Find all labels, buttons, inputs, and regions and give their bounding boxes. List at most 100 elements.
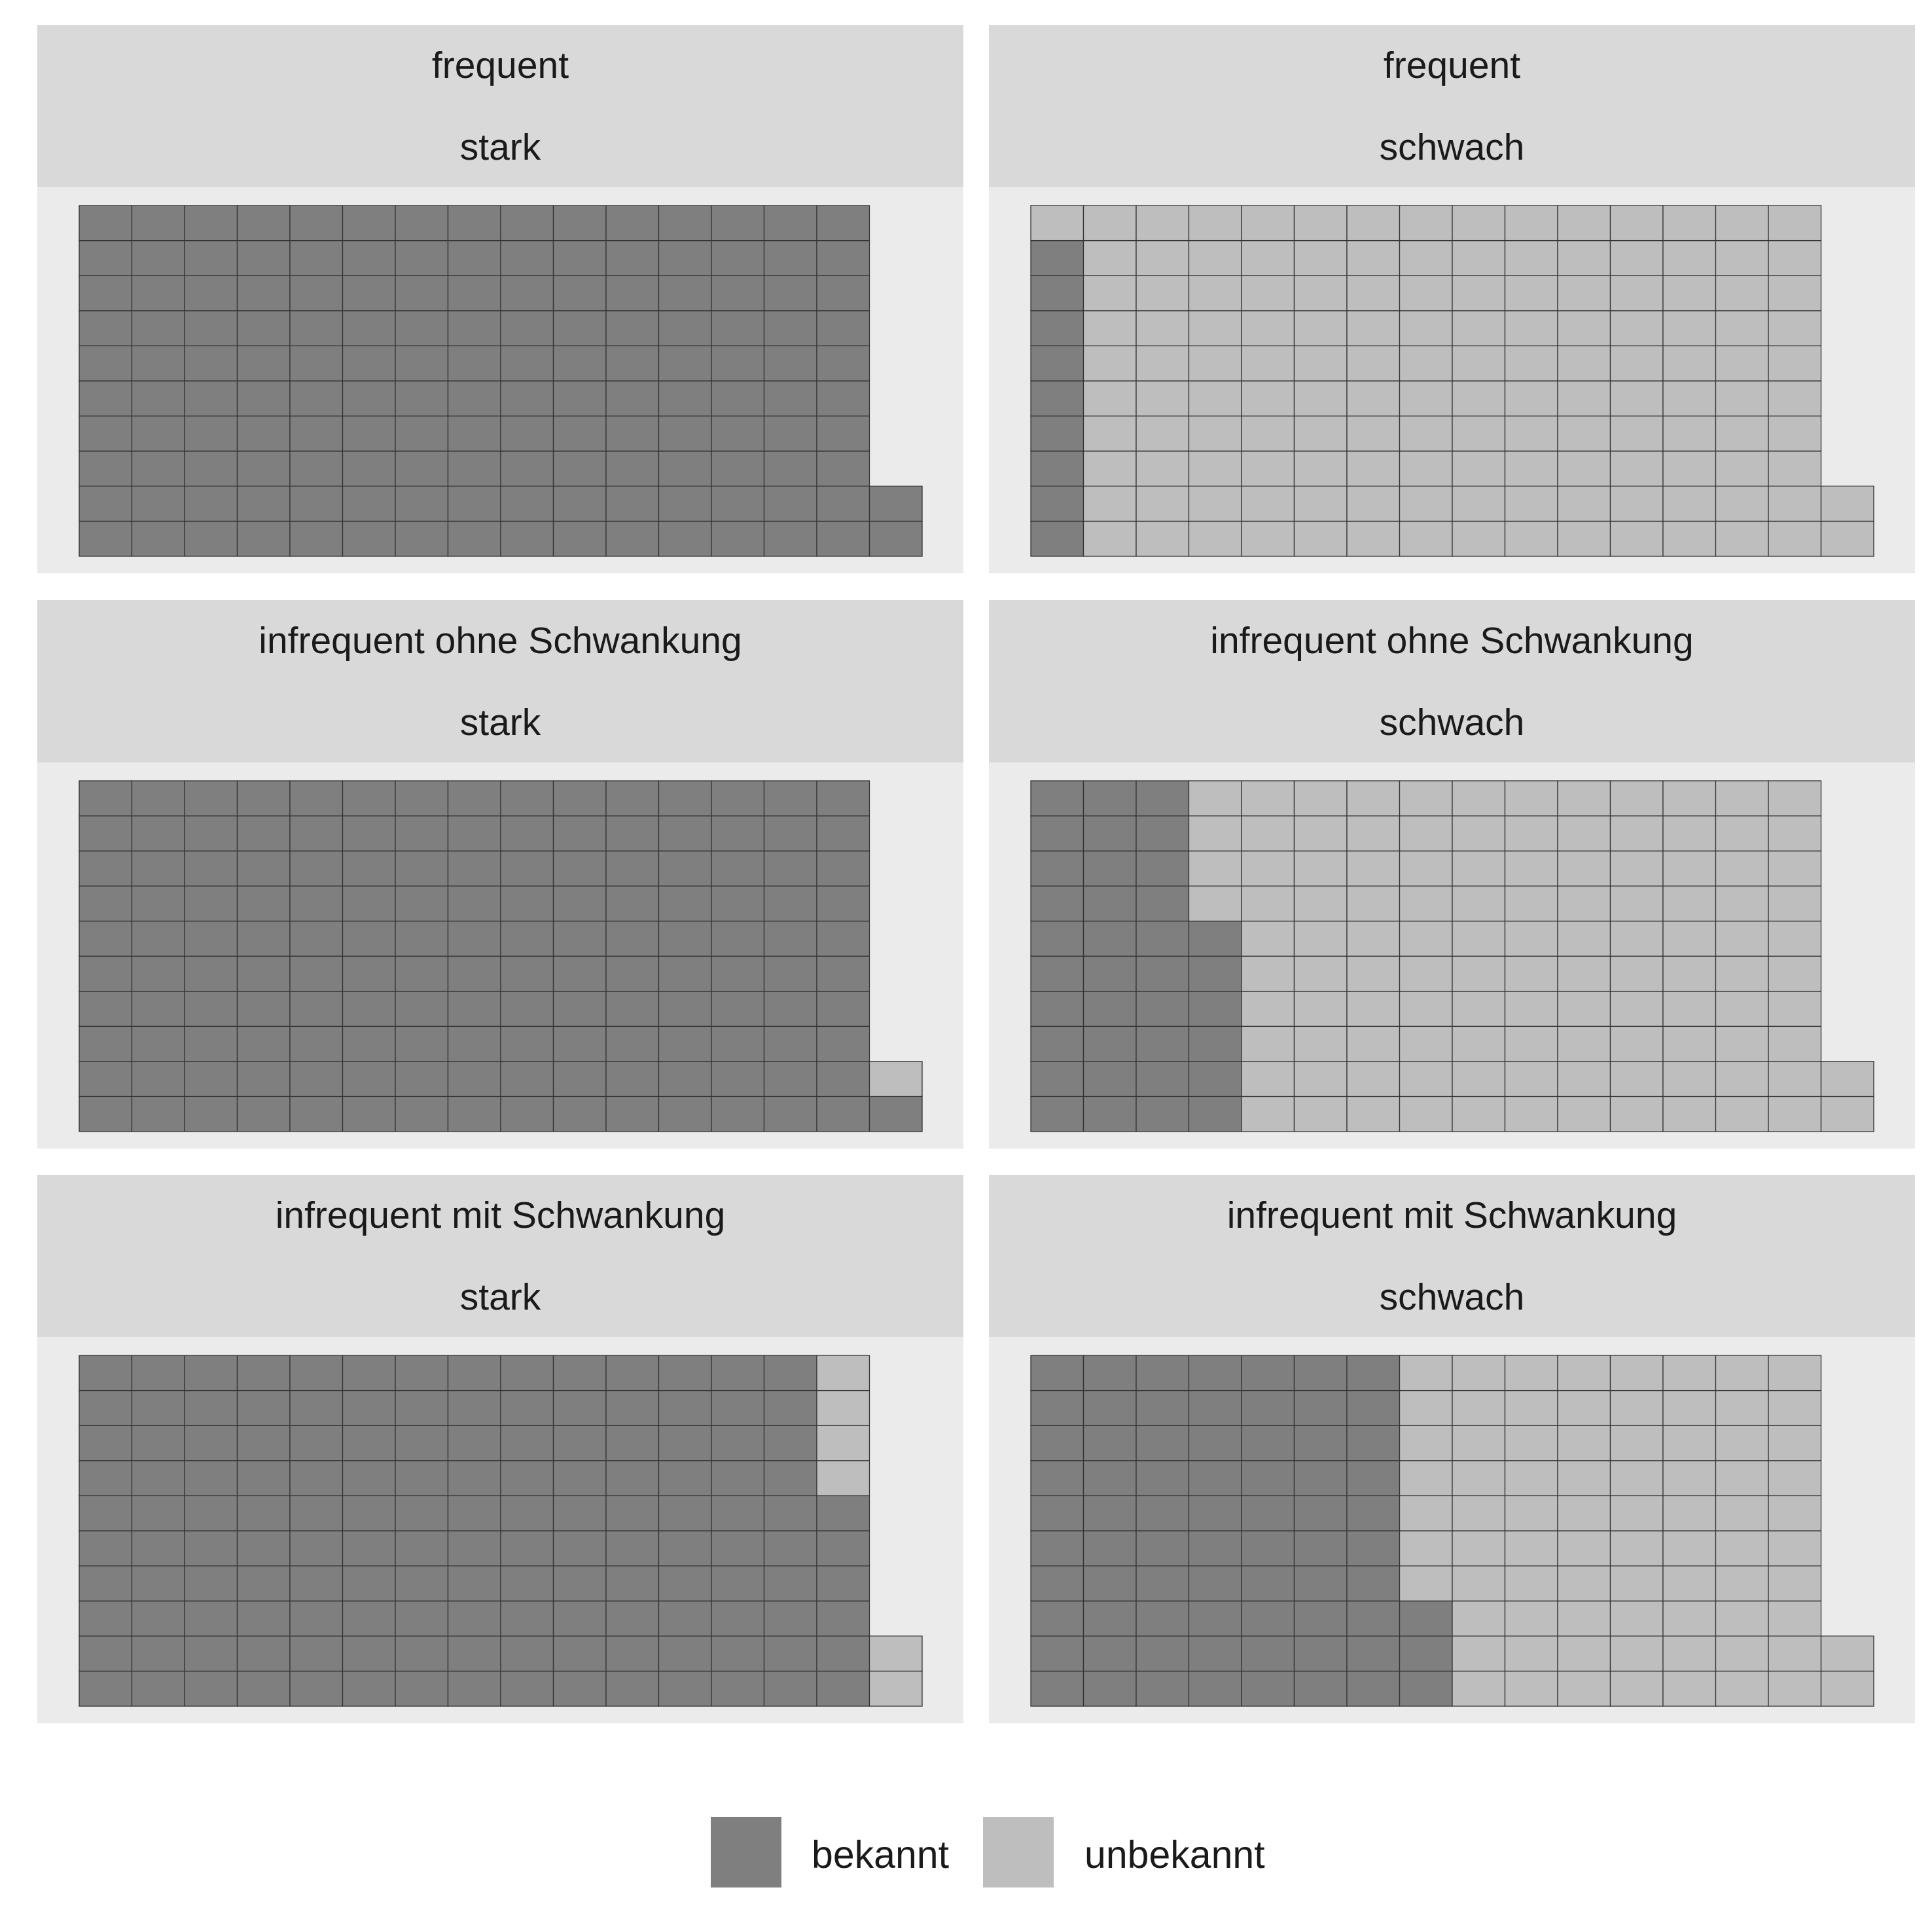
waffle-cell-unbekannt <box>1557 520 1611 557</box>
waffle-cell-bekannt <box>342 1096 396 1132</box>
waffle-cell-bekannt <box>500 1460 554 1497</box>
waffle-cell-bekannt <box>1030 956 1084 992</box>
waffle-cell-bekannt <box>1188 1670 1242 1707</box>
waffle-cell-bekannt <box>447 990 501 1027</box>
waffle-cell-unbekannt <box>1346 520 1401 557</box>
waffle-cell-bekannt <box>500 1670 554 1707</box>
waffle-cell-bekannt <box>289 450 344 487</box>
waffle-cell-bekannt <box>342 1460 396 1497</box>
waffle-cell-bekannt <box>342 1530 396 1567</box>
waffle-cell-bekannt <box>342 310 396 347</box>
waffle-cell-bekannt <box>289 1425 344 1461</box>
waffle-cell-unbekannt <box>1662 310 1717 347</box>
waffle-cell-bekannt <box>395 415 449 452</box>
waffle-cell-bekannt <box>1136 1061 1190 1098</box>
waffle-cell-bekannt <box>447 240 501 276</box>
waffle-cell-bekannt <box>184 1565 238 1601</box>
waffle-cell-bekannt <box>395 956 449 992</box>
waffle-cell-bekannt <box>763 1096 817 1132</box>
waffle-cell-unbekannt <box>1609 380 1664 417</box>
waffle-cell-bekannt <box>1136 990 1190 1027</box>
waffle-cell-bekannt <box>236 205 291 241</box>
waffle-cell-bekannt <box>1082 885 1137 922</box>
waffle-cell-bekannt <box>763 885 817 922</box>
waffle-cell-bekannt <box>395 920 449 957</box>
waffle-cell-bekannt <box>1293 1636 1348 1672</box>
waffle-cell-bekannt <box>236 1425 291 1461</box>
waffle-cell-bekannt <box>236 415 291 452</box>
waffle-cell-bekannt <box>1030 1026 1084 1062</box>
waffle-cell-bekannt <box>711 380 765 417</box>
waffle-cell-bekannt <box>131 380 185 417</box>
waffle-cell-bekannt <box>816 520 870 557</box>
waffle-cell-bekannt <box>763 240 817 276</box>
waffle-cell-bekannt <box>236 1389 291 1426</box>
waffle-cell-bekannt <box>1136 1565 1190 1601</box>
waffle-cell-unbekannt <box>1715 415 1769 452</box>
waffle-cell-bekannt <box>500 956 554 992</box>
waffle-cell-unbekannt <box>1662 450 1717 487</box>
waffle-cell-bekannt <box>605 1530 660 1567</box>
waffle-cell-bekannt <box>552 885 607 922</box>
waffle-cell-bekannt <box>500 1355 554 1391</box>
waffle-cell-bekannt <box>131 1389 185 1426</box>
waffle-cell-bekannt <box>658 850 712 887</box>
waffle-cell-unbekannt <box>1082 450 1137 487</box>
waffle-cell-bekannt <box>342 850 396 887</box>
waffle-cell-bekannt <box>816 205 870 241</box>
waffle-cell-bekannt <box>289 415 344 452</box>
waffle-cell-bekannt <box>447 1460 501 1497</box>
waffle-cell-unbekannt <box>1504 1670 1558 1707</box>
facet-strip: infrequent ohne Schwankung stark <box>37 600 963 762</box>
waffle-cell-unbekannt <box>1293 1061 1348 1098</box>
waffle-cell-bekannt <box>1346 1425 1401 1461</box>
waffle-cell-bekannt <box>289 780 344 817</box>
waffle-cell-bekannt <box>605 850 660 887</box>
waffle-cell-bekannt <box>1346 1355 1401 1391</box>
waffle-cell-bekannt <box>447 1670 501 1707</box>
waffle-cell-unbekannt <box>1346 885 1401 922</box>
waffle-cell-unbekannt <box>1399 275 1453 312</box>
waffle-cell-unbekannt <box>1346 920 1401 957</box>
facet-title: infrequent ohne Schwankung <box>259 620 742 662</box>
waffle-cell-bekannt <box>552 1355 607 1391</box>
waffle-cell-bekannt <box>1082 990 1137 1027</box>
facet-subtitle: stark <box>459 126 541 168</box>
waffle-cell-unbekannt <box>1452 1565 1506 1601</box>
waffle-cell-unbekannt <box>1504 990 1558 1027</box>
waffle-cell-bekannt <box>763 780 817 817</box>
waffle-cell-bekannt <box>552 1670 607 1707</box>
waffle-cell-unbekannt <box>1609 1355 1664 1391</box>
waffle-cell-bekannt <box>342 415 396 452</box>
waffle-cell-unbekannt <box>1662 1636 1717 1672</box>
waffle-cell-bekannt <box>79 815 133 851</box>
waffle-cell-bekannt <box>500 780 554 817</box>
waffle-cell-bekannt <box>605 345 660 382</box>
waffle-cell-bekannt <box>447 380 501 417</box>
waffle-cell-bekannt <box>658 1460 712 1497</box>
facet-title: infrequent mit Schwankung <box>275 1194 726 1236</box>
waffle-cell-unbekannt <box>1820 1670 1874 1707</box>
waffle-cell-unbekannt <box>1715 850 1769 887</box>
waffle-cell-bekannt <box>1082 1600 1137 1637</box>
waffle-cell-bekannt <box>447 310 501 347</box>
waffle-cell-bekannt <box>658 1425 712 1461</box>
waffle-cell-bekannt <box>816 275 870 312</box>
waffle-cell-unbekannt <box>1557 486 1611 522</box>
waffle-cell-bekannt <box>289 1026 344 1062</box>
waffle-cell-unbekannt <box>1768 920 1822 957</box>
waffle-cell-unbekannt <box>1768 205 1822 241</box>
waffle-cell-unbekannt <box>1346 310 1401 347</box>
waffle-cell-bekannt <box>1082 815 1137 851</box>
waffle-cell-unbekannt <box>1399 1565 1453 1601</box>
waffle-cell-bekannt <box>342 380 396 417</box>
waffle-cell-unbekannt <box>1346 380 1401 417</box>
waffle-cell-bekannt <box>184 1096 238 1132</box>
waffle-cell-unbekannt <box>1346 240 1401 276</box>
waffle-cell-bekannt <box>184 240 238 276</box>
waffle-cell-bekannt <box>131 450 185 487</box>
waffle-cell-bekannt <box>1136 1600 1190 1637</box>
waffle-cell-unbekannt <box>1346 345 1401 382</box>
waffle-cell-unbekannt <box>1715 1061 1769 1098</box>
waffle-cell-bekannt <box>79 486 133 522</box>
